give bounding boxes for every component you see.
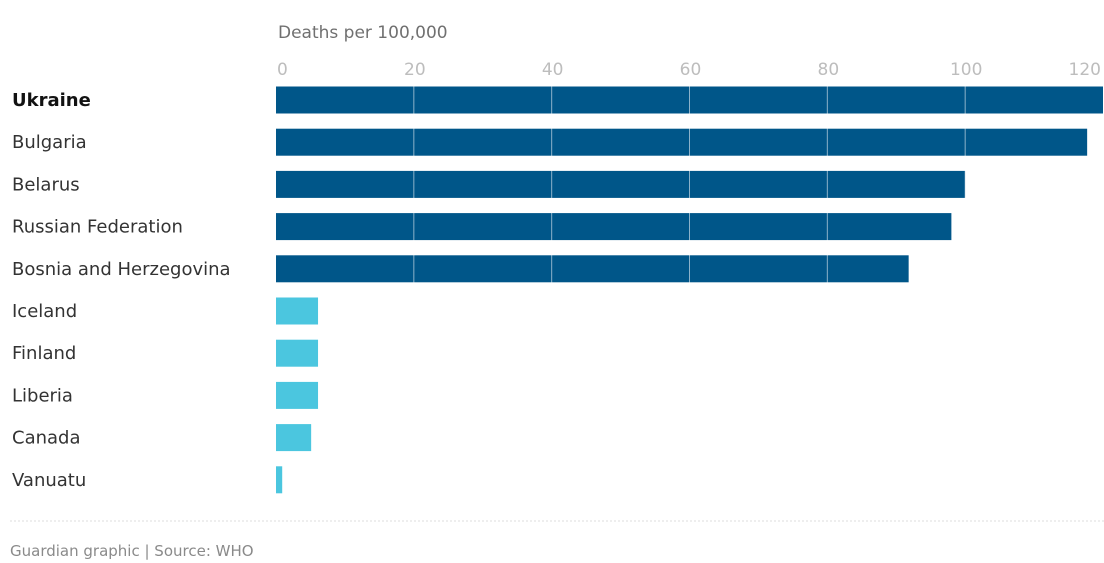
x-axis-ticks: 0 20 40 60 80 100 120 [277,60,1101,80]
bar [276,297,319,325]
x-tick-label: 60 [680,60,702,80]
gridlines [413,74,966,501]
category-label: Liberia [12,385,73,406]
bar [276,466,283,494]
bar [276,255,909,283]
category-label: Finland [12,343,76,364]
category-labels: Ukraine Bulgaria Belarus Russian Federation… [12,90,231,491]
bar [276,128,1088,156]
x-tick-label: 20 [404,60,426,80]
bar [276,381,319,409]
x-tick-label: 100 [950,60,982,80]
bar [276,170,966,198]
bar [276,339,319,367]
x-axis-title: Deaths per 100,000 [278,23,448,43]
category-label: Belarus [12,174,80,195]
x-tick-label: 40 [542,60,564,80]
category-label: Bulgaria [12,132,87,153]
x-tick-label: 0 [277,60,288,80]
x-tick-label: 80 [818,60,840,80]
x-tick-label: 120 [1069,60,1101,80]
footer-source: Guardian graphic | Source: WHO [10,542,254,560]
category-label: Bosnia and Herzegovina [12,259,231,280]
bar [276,424,312,452]
category-label: Ukraine [12,90,91,111]
category-label: Vanuatu [12,470,86,491]
category-label: Russian Federation [12,217,183,238]
category-label: Canada [12,428,81,449]
bar [276,213,952,241]
category-label: Iceland [12,301,77,322]
